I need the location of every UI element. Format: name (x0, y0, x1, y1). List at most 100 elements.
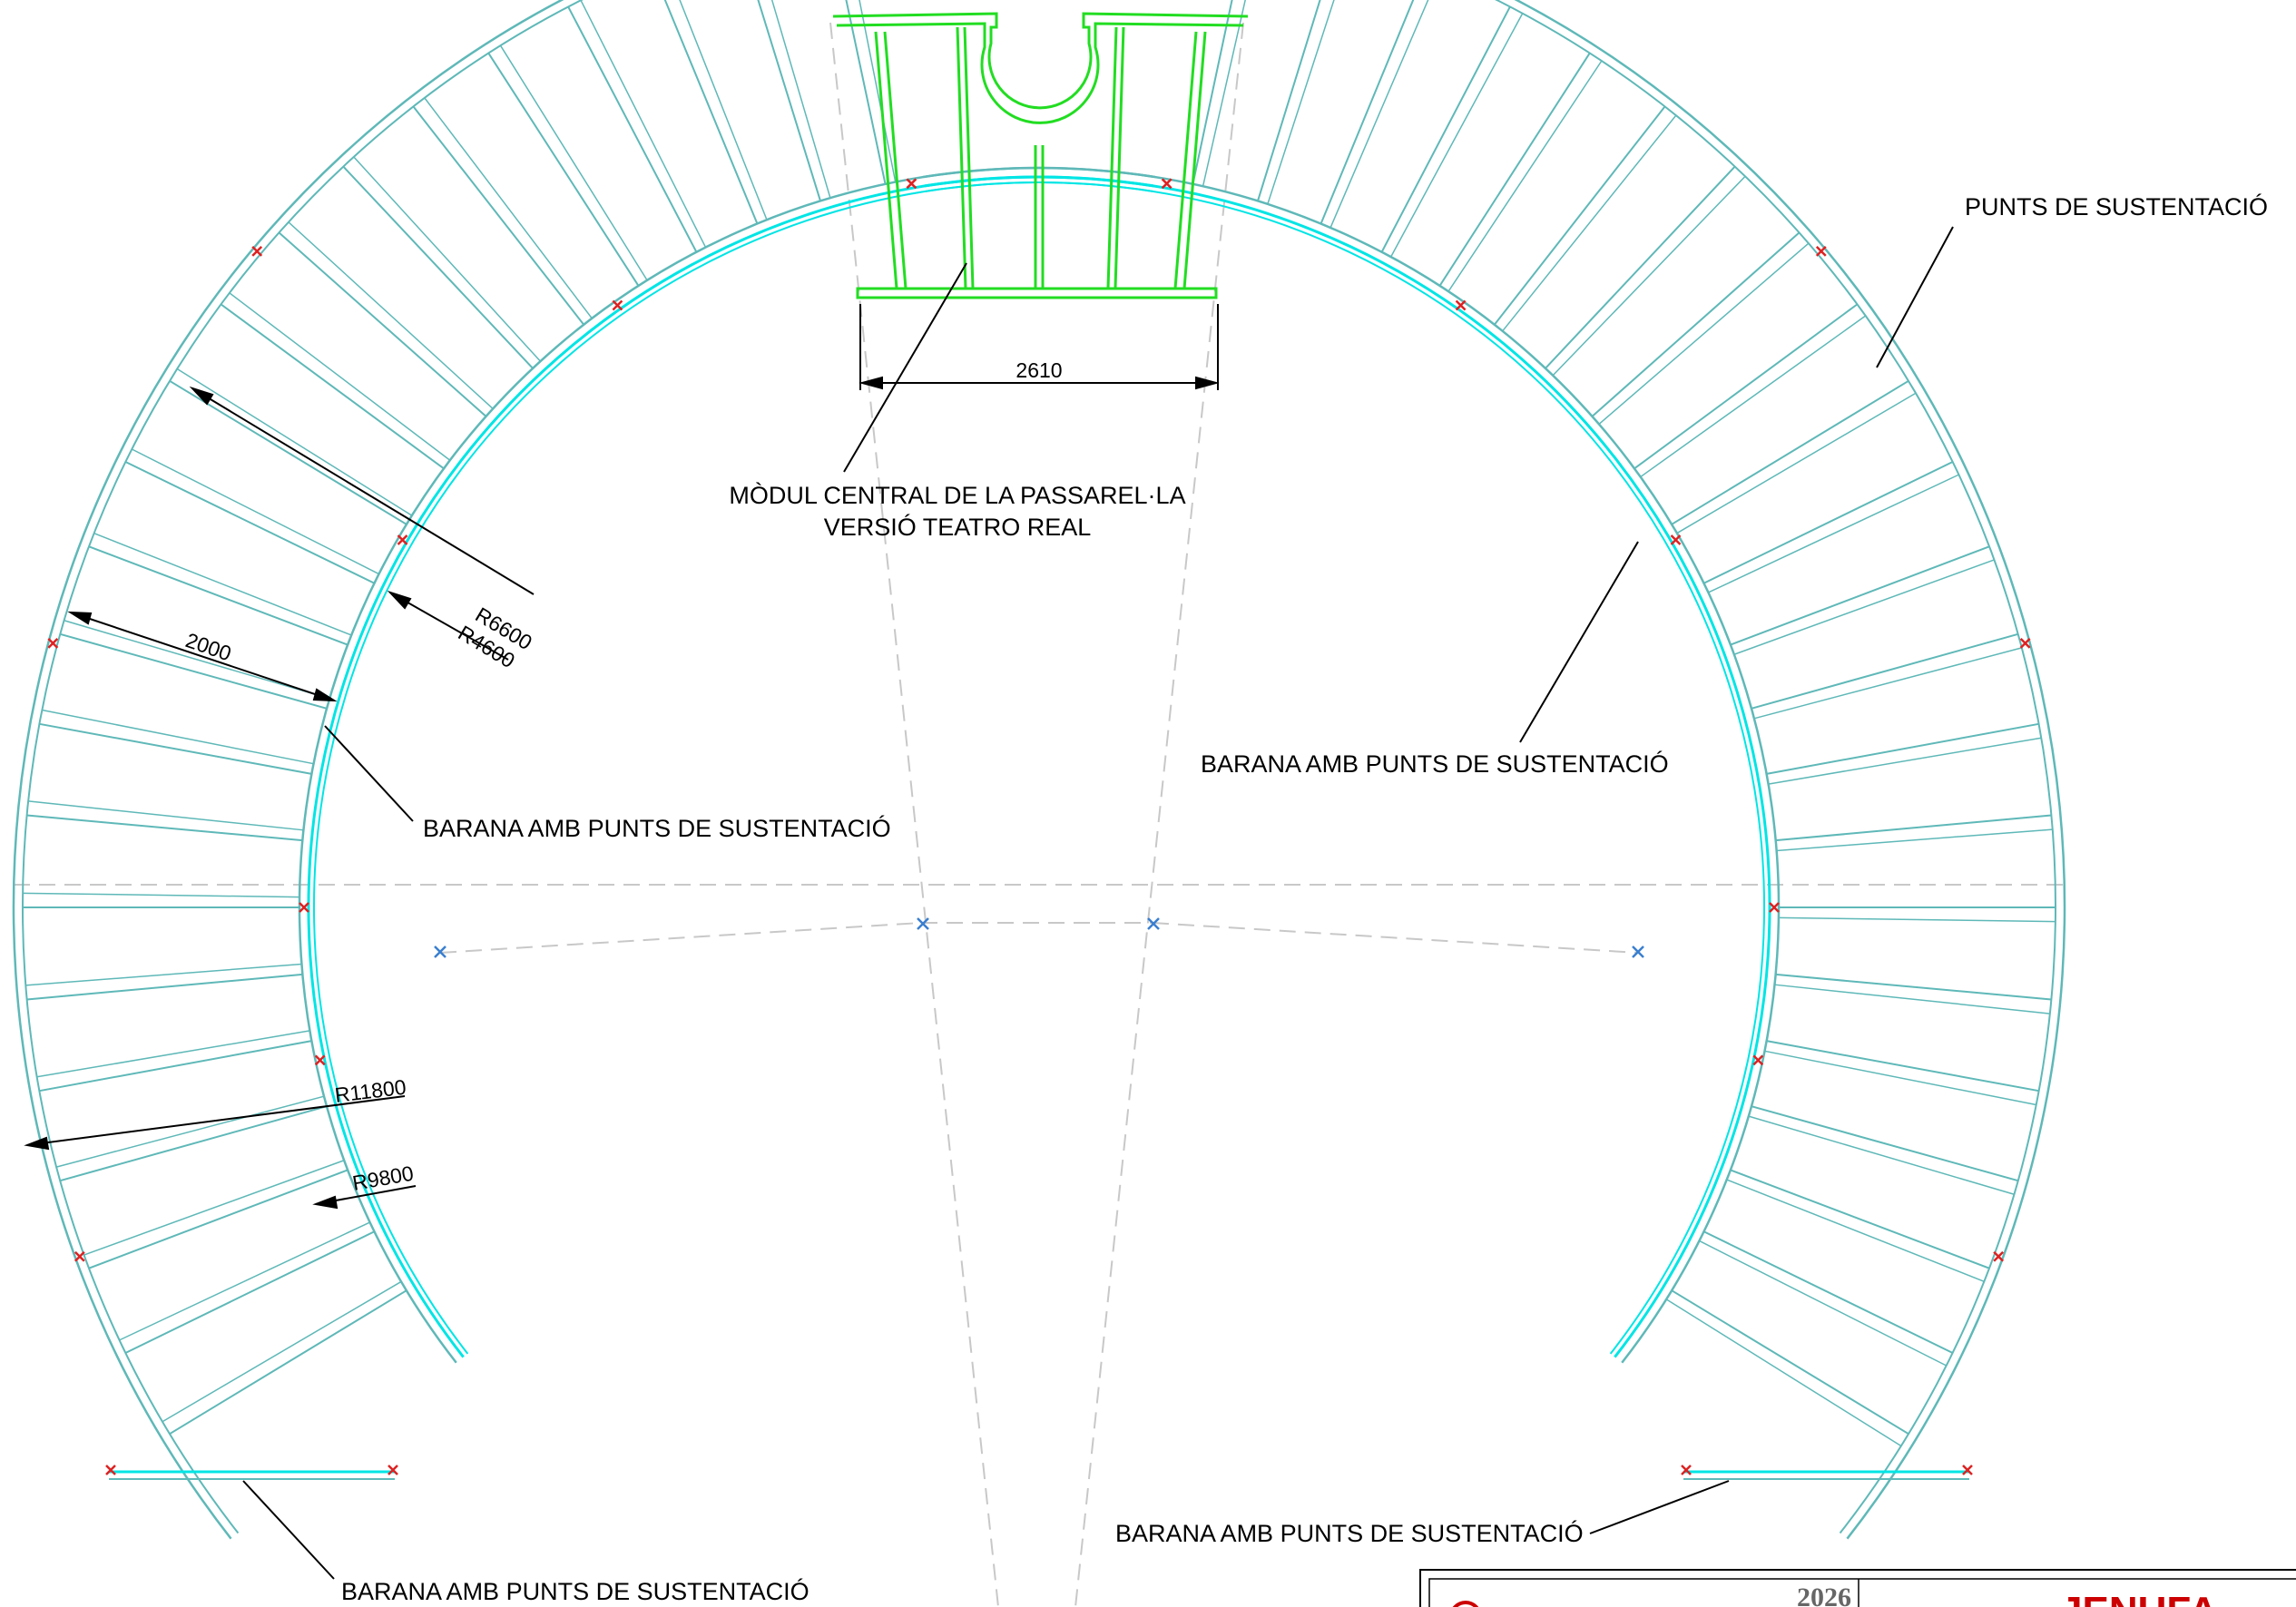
rib (1778, 916, 2056, 923)
rib (1775, 973, 2052, 1001)
rib (55, 1095, 325, 1168)
rib (1389, 13, 1524, 258)
inner-rail-right (924, 175, 1771, 1358)
inner-rail-edge-right (925, 181, 1765, 1355)
rib (119, 1221, 370, 1341)
rib (26, 973, 303, 1001)
rib (1552, 175, 1746, 377)
company-logo-icon (1452, 1601, 1479, 1607)
reference-points (434, 917, 1644, 958)
inner-rail-left (307, 175, 1154, 1358)
rib (169, 1289, 407, 1436)
rib (859, 0, 897, 182)
rib (1598, 242, 1810, 426)
support-point-marker (397, 534, 408, 545)
rib (93, 533, 352, 636)
rib (1320, 0, 1415, 224)
label-punts-sustentacio: PUNTS DE SUSTENTACIÓ (1965, 192, 2268, 220)
rib (1768, 737, 2042, 785)
support-point-marker (1161, 178, 1173, 190)
dimension-radius-inner-lower: R9800 (350, 1161, 415, 1195)
rib (88, 1169, 348, 1269)
title-block-company: JENUFA (2060, 1589, 2218, 1607)
rib (1545, 165, 1736, 369)
rib (176, 367, 413, 516)
rib (1751, 1105, 2019, 1182)
rib (83, 1160, 345, 1256)
dimension-module-width: 2610 (1016, 358, 1062, 382)
support-point-marker (105, 1465, 116, 1475)
rib (424, 97, 593, 319)
rib (1753, 647, 2023, 720)
dimension-lines (24, 304, 1220, 1210)
support-point-marker (251, 245, 263, 257)
outer-arc-left (12, 0, 564, 1540)
support-point-marker (47, 637, 59, 649)
rib (1671, 1289, 1909, 1436)
support-point-marker (1752, 1054, 1764, 1066)
label-barana-bottom-left: BARANA AMB PUNTS DE SUSTENTACIÓ (341, 1577, 809, 1605)
rib (679, 0, 768, 220)
walkway-ring (12, 0, 2066, 1540)
rib (1766, 1040, 2039, 1093)
title-block: 2026 JENUFA (1419, 1569, 2296, 1607)
rib (1634, 303, 1859, 470)
rib (1776, 828, 2053, 852)
rib (1775, 814, 2052, 842)
inner-rail-edge-left (313, 181, 1153, 1355)
rib (1766, 722, 2039, 775)
rib (845, 0, 887, 185)
inner-arc-left (298, 166, 1155, 1364)
label-versio-teatro-real: VERSIÓ TEATRO REAL (824, 513, 1092, 541)
leader-lines (242, 226, 1954, 1580)
support-point-marker (2019, 637, 2031, 649)
rib (278, 231, 487, 417)
rib (229, 292, 451, 461)
rib (1502, 114, 1677, 332)
support-point-marker (1962, 1465, 1973, 1475)
support-point-marker (314, 1054, 326, 1066)
rib (1493, 105, 1666, 326)
rib (131, 448, 379, 575)
rib (1748, 1115, 2015, 1195)
rib (1730, 1169, 1990, 1269)
rib (169, 379, 407, 525)
dimension-ring-width: 2000 (182, 628, 234, 665)
dimension-radius-outer-lower: R11800 (333, 1075, 407, 1107)
rib (1665, 1298, 1902, 1447)
support-point-marker (1455, 299, 1467, 311)
rib (1703, 1230, 1954, 1354)
support-point-marker (1769, 902, 1780, 913)
outer-arc-inner-left (22, 0, 584, 1534)
rib (39, 1040, 312, 1093)
rib (757, 0, 821, 201)
rib (1640, 315, 1867, 478)
rib (1257, 0, 1321, 201)
support-point-marker (1670, 534, 1682, 545)
rib (28, 800, 304, 831)
rib (124, 1230, 375, 1354)
support-point-marker (299, 902, 309, 913)
label-modul-central: MÒDUL CENTRAL DE LA PASSAREL·LA (729, 481, 1185, 509)
rib (1676, 392, 1917, 534)
rib (1267, 0, 1335, 205)
rib (39, 722, 312, 775)
rib (580, 0, 707, 248)
rib (88, 545, 348, 646)
rib (162, 1280, 402, 1423)
rib (1330, 0, 1429, 229)
outer-arc-inner-right (1495, 0, 2056, 1534)
rib (487, 53, 640, 287)
rib (1703, 461, 1954, 584)
support-point-marker (612, 299, 623, 311)
rib (36, 1030, 310, 1078)
title-block-year: 2026 (1797, 1583, 1851, 1607)
rib (1380, 5, 1511, 253)
rib (1438, 53, 1591, 287)
rib (1699, 1240, 1948, 1367)
rib (1733, 559, 1995, 655)
label-barana-left: BARANA AMB PUNTS DE SUSTENTACIÓ (423, 814, 891, 842)
rib (64, 620, 330, 700)
rib (412, 105, 585, 326)
